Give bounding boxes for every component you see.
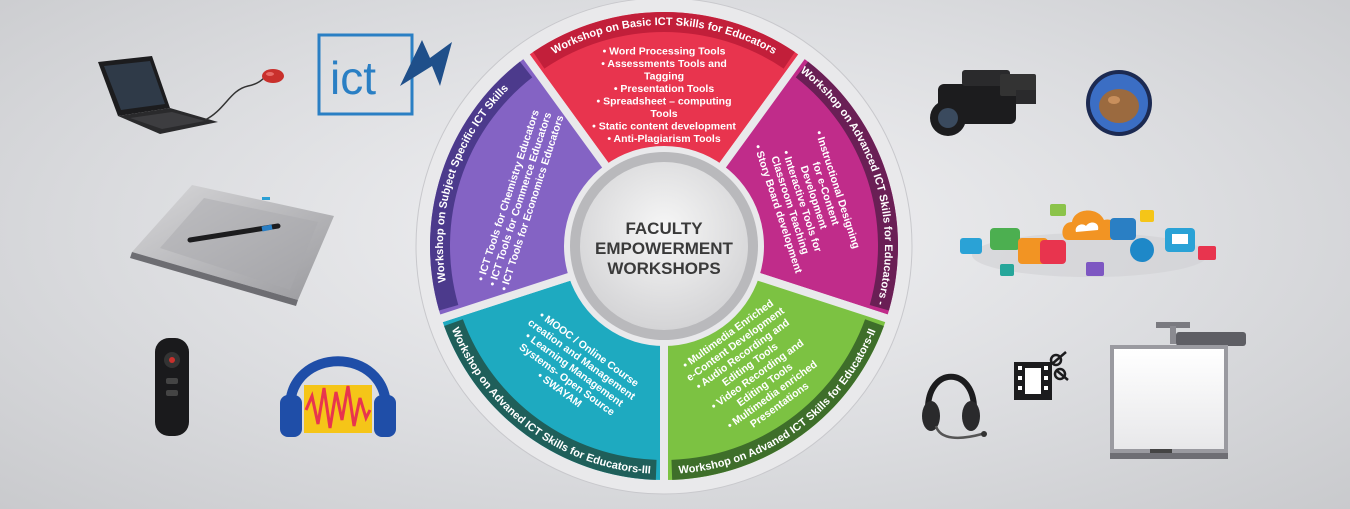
segment-body-advanced-2 <box>660 270 896 489</box>
segment-band-subject <box>430 61 533 311</box>
segment-items-basic: • Word Processing Tools• Assessments Too… <box>592 45 736 145</box>
segment-band-advanced-1 <box>795 61 898 311</box>
segment-item-basic: • Spreadsheet – computing <box>597 95 732 107</box>
segment-body-advanced-3 <box>432 270 668 489</box>
segment-band-basic <box>533 11 795 69</box>
segment-item-basic: • Static content development <box>592 120 736 132</box>
smartboard-projector-icon <box>1110 322 1246 459</box>
drawing-tablet-icon <box>130 185 334 306</box>
segment-item-basic: • Anti-Plagiarism Tools <box>607 133 721 145</box>
center-title-line-2: EMPOWERMENT <box>595 239 734 258</box>
segment-band-advanced-2 <box>671 319 884 480</box>
center-title-line-3: WORKSHOPS <box>607 259 720 278</box>
segment-advanced-3: Workshop on Advaned ICT Skills for Educa… <box>432 270 668 489</box>
video-editing-icon <box>1014 351 1069 400</box>
audacity-icon <box>280 356 396 437</box>
video-camera-icon <box>930 70 1036 136</box>
ict-logo-icon: ict <box>317 33 452 116</box>
segment-basic: Workshop on Basic ICT Skills for Educato… <box>518 4 810 174</box>
headset-icon <box>922 373 987 440</box>
center-hub <box>580 162 748 330</box>
segment-item-basic: Tagging <box>644 70 684 82</box>
segment-body-basic <box>518 4 810 174</box>
presenter-remote-icon <box>155 338 189 436</box>
svg-text:ict: ict <box>330 52 376 104</box>
segment-item-basic: • Word Processing Tools <box>603 45 726 57</box>
cloud-apps-icon <box>960 204 1216 277</box>
laptop-icon <box>98 56 284 134</box>
gimp-icon <box>1086 70 1152 136</box>
segment-subject: Workshop on Subject Specific ICT Skills•… <box>422 47 614 325</box>
segment-advanced-2: Workshop on Advaned ICT Skills for Educa… <box>660 270 896 489</box>
segment-band-advanced-3 <box>444 319 657 480</box>
segment-item-basic: • Presentation Tools <box>614 83 714 95</box>
segment-item-basic: Tools <box>650 108 677 120</box>
segment-item-basic: • Assessments Tools and <box>601 58 727 70</box>
center-title-line-1: FACULTY <box>625 219 703 238</box>
